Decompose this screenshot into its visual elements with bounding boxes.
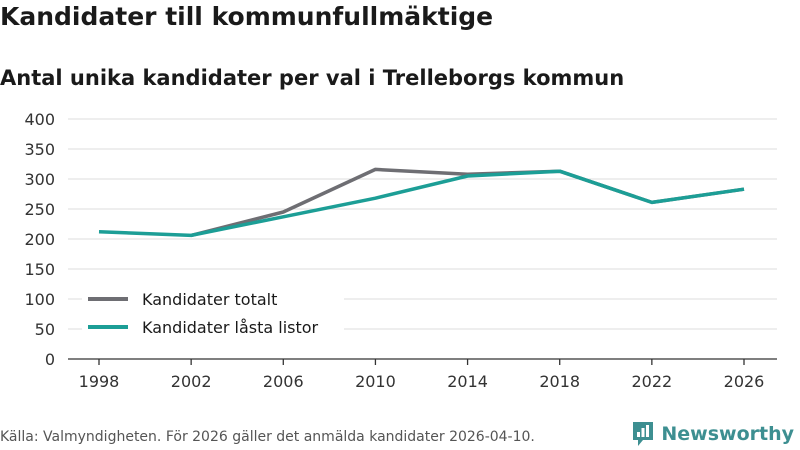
line-chart: 0 50 100 150 200 250 300 350 400 1998 2002 2006 201… [24, 110, 777, 391]
y-tick-label-0: 0 [45, 350, 55, 369]
y-tick-label-300: 300 [24, 170, 55, 189]
x-tick-label-2006: 2006 [263, 372, 304, 391]
source-note: Källa: Valmyndigheten. För 2026 gäller d… [0, 429, 535, 445]
legend-label: Kandidater låsta listor [142, 318, 319, 337]
chart-title: Kandidater till kommunfullmäktige [0, 2, 494, 31]
x-tick-label-2022: 2022 [631, 372, 672, 391]
series-kandidater-lasta-listor [98, 169, 745, 238]
x-tick-label-2026: 2026 [724, 372, 765, 391]
y-tick-label-150: 150 [24, 260, 55, 279]
y-tick-label-200: 200 [24, 230, 55, 249]
brand-logo: Newsworthy [631, 420, 794, 448]
legend-item: Kandidater låsta listor [88, 318, 319, 337]
y-tick-label-400: 400 [24, 110, 55, 129]
legend: Kandidater totalt Kandidater låsta listor [82, 285, 344, 343]
y-tick-label-350: 350 [24, 140, 55, 159]
x-tick-label-2010: 2010 [355, 372, 396, 391]
newsworthy-logo-icon [633, 422, 654, 446]
legend-background [82, 285, 344, 343]
brand-name: Newsworthy [661, 423, 794, 445]
y-axis-ticks: 0 50 100 150 200 250 300 350 400 [24, 110, 55, 369]
series-lines [98, 167, 745, 238]
x-tick-label-2002: 2002 [171, 372, 212, 391]
legend-item: Kandidater totalt [88, 290, 277, 309]
series-line [98, 169, 745, 238]
legend-label: Kandidater totalt [142, 290, 277, 309]
x-tick-label-2018: 2018 [539, 372, 580, 391]
y-tick-label-100: 100 [24, 290, 55, 309]
x-tick-label-1998: 1998 [79, 372, 120, 391]
x-tick-label-2014: 2014 [447, 372, 488, 391]
y-tick-label-250: 250 [24, 200, 55, 219]
x-axis-ticks: 1998 2002 2006 2010 2014 2018 2022 2026 [68, 358, 777, 391]
y-tick-label-50: 50 [35, 320, 55, 339]
chart-subtitle: Antal unika kandidater per val i Trelleb… [0, 66, 625, 90]
grid-lines [68, 118, 777, 330]
